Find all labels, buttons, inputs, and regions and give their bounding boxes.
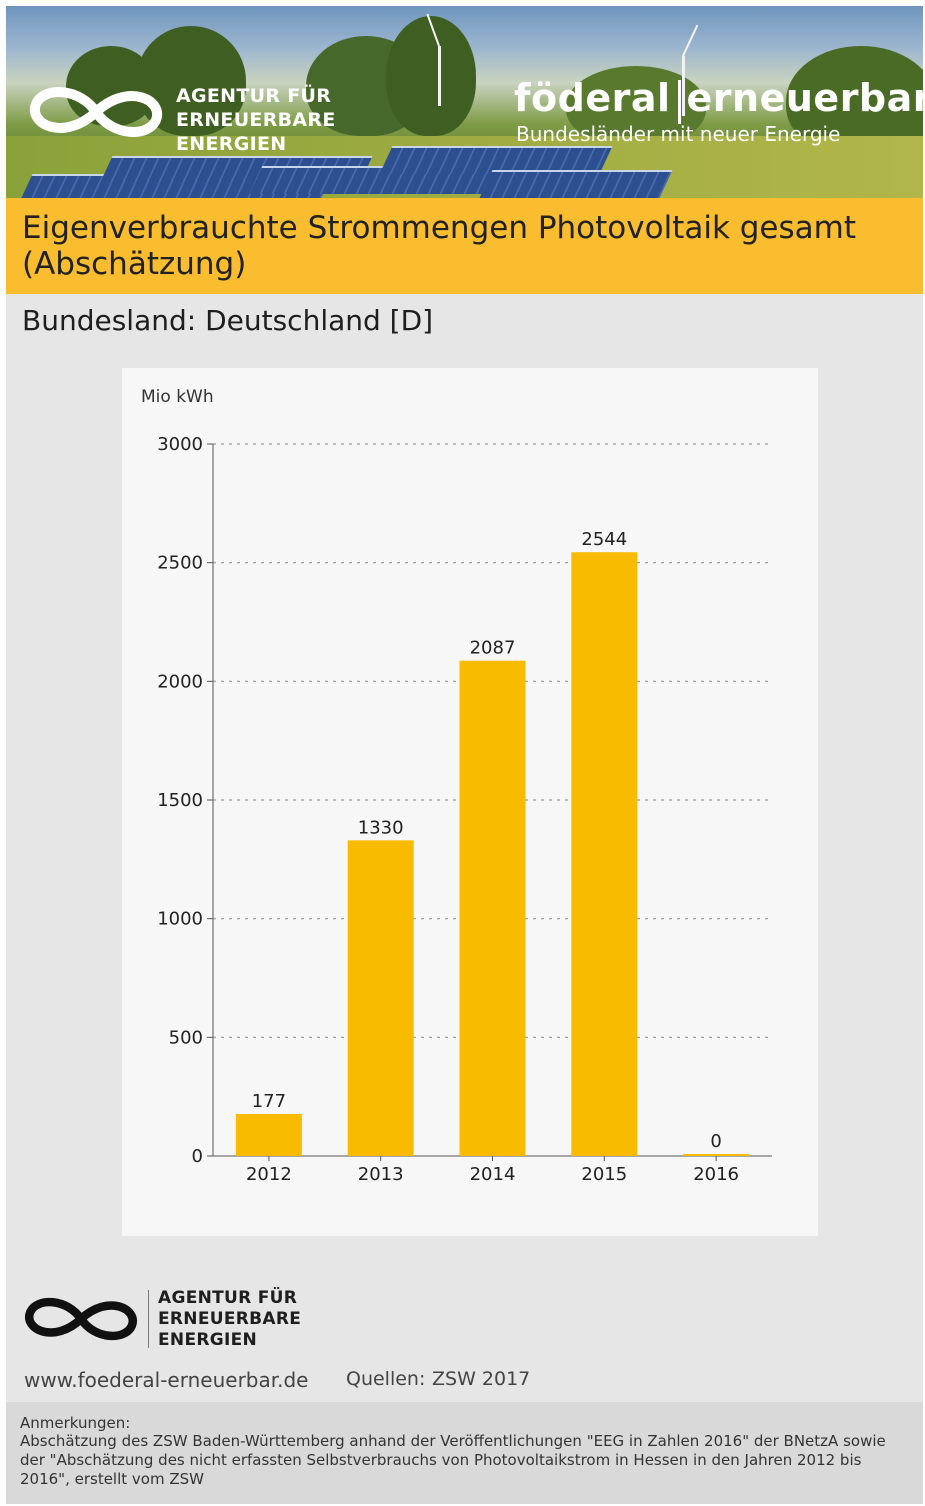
- sources-label: Quellen:: [346, 1368, 426, 1390]
- y-ticks: 0 500 1000 1500 2000 2500 3000: [157, 434, 213, 1167]
- state-label: Bundesland: Deutschland [D]: [22, 304, 434, 337]
- agency-infinity-logo-icon: [29, 87, 163, 137]
- x-tick-label-2016: 2016: [693, 1164, 739, 1185]
- brand-subtitle: Bundesländer mit neuer Energie: [516, 122, 841, 146]
- brand-title-left: föderal: [514, 76, 671, 120]
- header-banner-photo: AGENTUR FÜR ERNEUERBARE ENERGIEN föderal…: [6, 6, 923, 198]
- x-tick-label-2013: 2013: [358, 1164, 404, 1185]
- data-label-2013: 1330: [358, 817, 404, 838]
- footer-agency-line-1: AGENTUR FÜR: [158, 1288, 298, 1308]
- agency-name: AGENTUR FÜR ERNEUERBARE ENERGIEN: [176, 84, 336, 156]
- y-tick-label: 2500: [157, 553, 203, 574]
- infographic-frame: AGENTUR FÜR ERNEUERBARE ENERGIEN föderal…: [6, 6, 923, 1504]
- footer-agency-line-3: ENERGIEN: [158, 1330, 258, 1350]
- agency-infinity-logo-footer-icon: [25, 1297, 137, 1341]
- footer-agency-name: AGENTUR FÜR ERNEUERBARE ENERGIEN: [158, 1288, 301, 1351]
- data-label-2015: 2544: [581, 529, 627, 550]
- y-tick-label: 2000: [157, 671, 203, 692]
- agency-line-2: ERNEUERBARE: [176, 109, 336, 131]
- y-tick-label: 3000: [157, 434, 203, 455]
- notes-text: Abschätzung des ZSW Baden-Württemberg an…: [20, 1432, 886, 1488]
- chart-title: Eigenverbrauchte Strommengen Photovoltai…: [22, 210, 857, 282]
- bar-chart: 0 500 1000 1500 2000 2500 3000 177 1330 2087 2544…: [141, 387, 772, 1185]
- agency-line-3: ENERGIEN: [176, 133, 287, 155]
- notes-label: Anmerkungen:: [20, 1414, 131, 1432]
- x-tick-label-2015: 2015: [581, 1164, 627, 1185]
- footer-logo-divider: [148, 1290, 149, 1348]
- bar-2012: [235, 1113, 302, 1156]
- x-ticks: 2012 2013 2014 2015 2016: [246, 1156, 739, 1185]
- bar-2015: [571, 552, 638, 1156]
- data-label-2012: 177: [252, 1091, 286, 1112]
- data-label-2014: 2087: [470, 638, 516, 659]
- sources-value: ZSW 2017: [432, 1368, 531, 1390]
- y-axis-unit: Mio kWh: [141, 387, 214, 407]
- chart-panel: 0 500 1000 1500 2000 2500 3000 177 1330 2087 2544…: [122, 368, 818, 1236]
- brand-title-right: erneuerbar: [686, 76, 923, 120]
- bar-2013: [347, 840, 414, 1156]
- y-tick-label: 500: [169, 1027, 203, 1048]
- title-bar: Eigenverbrauchte Strommengen Photovoltai…: [6, 198, 923, 294]
- x-tick-label-2012: 2012: [246, 1164, 292, 1185]
- brand-title: föderal erneuerbar: [514, 76, 923, 120]
- y-tick-label: 0: [192, 1146, 203, 1167]
- bar-2016: [683, 1154, 750, 1156]
- notes-box: Anmerkungen: Abschätzung des ZSW Baden-W…: [6, 1402, 923, 1504]
- agency-line-1: AGENTUR FÜR: [176, 85, 332, 107]
- gridlines: [213, 443, 772, 1038]
- brand-divider: [678, 80, 681, 124]
- x-tick-label-2014: 2014: [470, 1164, 516, 1185]
- footer-agency-line-2: ERNEUERBARE: [158, 1309, 302, 1329]
- y-tick-label: 1000: [157, 909, 203, 930]
- y-tick-label: 1500: [157, 790, 203, 811]
- website-link[interactable]: www.foederal-erneuerbar.de: [24, 1368, 309, 1392]
- bars: [235, 552, 750, 1156]
- bar-2014: [459, 660, 526, 1156]
- data-label-2016: 0: [710, 1131, 721, 1152]
- data-labels: 177 1330 2087 2544 0: [252, 529, 722, 1152]
